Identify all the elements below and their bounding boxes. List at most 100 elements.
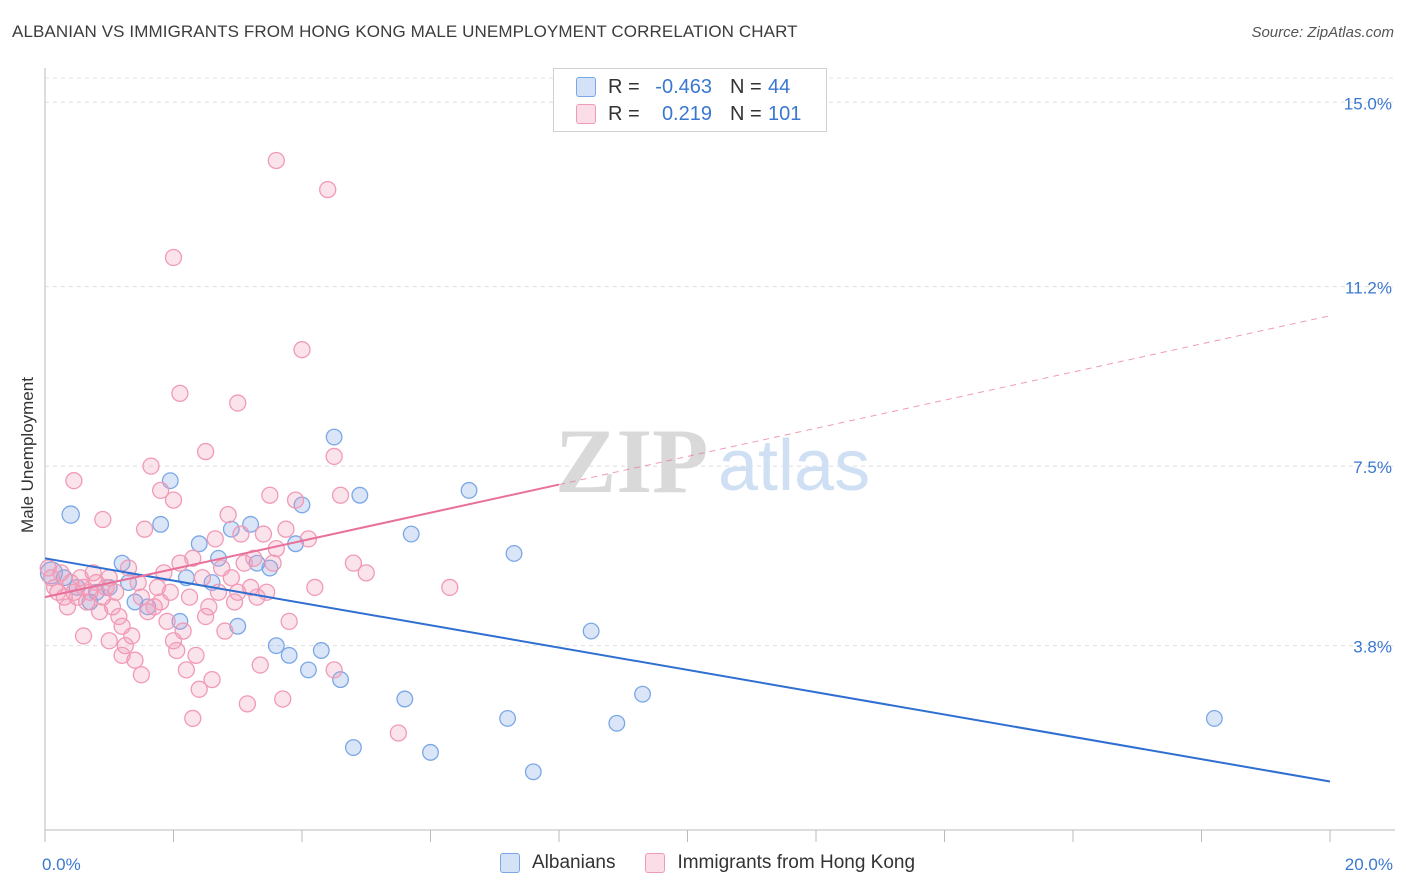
hong-kong-point bbox=[261, 486, 279, 504]
hong-kong-point bbox=[280, 612, 298, 631]
hong-kong-point bbox=[277, 520, 295, 538]
albanians-point bbox=[280, 646, 298, 664]
albanians-point bbox=[396, 690, 414, 708]
hong-kong-point bbox=[325, 447, 343, 466]
hong-kong-point bbox=[74, 627, 93, 645]
albanians-point bbox=[332, 671, 350, 689]
r-label: R = bbox=[608, 102, 640, 125]
hong-kong-point bbox=[245, 549, 263, 567]
hong-kong-point bbox=[229, 394, 247, 412]
hong-kong-point bbox=[184, 549, 202, 567]
hong-kong-point bbox=[193, 569, 212, 587]
hong-kong-point bbox=[164, 491, 183, 509]
hong-kong-point bbox=[151, 481, 170, 500]
albanians-point bbox=[422, 743, 439, 761]
hong-kong-point bbox=[206, 530, 224, 548]
albanians-legend-label: Albanians bbox=[532, 852, 616, 873]
hong-kong-point bbox=[158, 612, 176, 631]
hong-kong-point bbox=[42, 569, 61, 587]
hong-kong-point bbox=[331, 486, 350, 504]
albanians-trend-line bbox=[44, 557, 1331, 783]
hong-kong-point bbox=[235, 554, 253, 572]
hong-kong-point bbox=[222, 569, 240, 587]
albanians-point bbox=[582, 622, 600, 640]
y-tick-label: 7.5% bbox=[1353, 458, 1392, 477]
legend-row-hong-kong: R = 0.219 N = 101 bbox=[576, 101, 808, 127]
hong-kong-swatch bbox=[576, 104, 596, 124]
hong-kong-point bbox=[319, 180, 337, 199]
hong-kong-point bbox=[113, 646, 131, 664]
y-tick-label: 11.2% bbox=[1345, 279, 1392, 298]
albanians-point bbox=[190, 535, 208, 553]
hong-kong-point bbox=[132, 666, 151, 684]
hong-kong-point bbox=[203, 670, 221, 689]
hong-kong-point bbox=[241, 578, 260, 597]
hong-kong-point bbox=[168, 641, 186, 660]
watermark-zip: ZIP bbox=[555, 410, 708, 512]
hong-kong-point bbox=[65, 472, 83, 490]
albanians-point bbox=[152, 515, 170, 533]
x-tick-label: 0.0% bbox=[42, 855, 81, 874]
hong-kong-point bbox=[164, 248, 183, 267]
albanians-point bbox=[505, 545, 523, 562]
hong-kong-point bbox=[196, 607, 215, 626]
x-tick-label: 20.0% bbox=[1345, 855, 1393, 874]
hong-kong-point bbox=[90, 603, 109, 621]
albanians-point bbox=[229, 617, 247, 635]
hong-kong-point bbox=[110, 607, 128, 626]
albanians-point bbox=[344, 739, 362, 756]
albanians-point bbox=[402, 525, 420, 543]
legend-item-hong-kong[interactable]: Immigrants from Hong Kong bbox=[645, 852, 915, 874]
y-tick-label: 3.8% bbox=[1353, 638, 1392, 657]
hong-kong-point bbox=[264, 554, 282, 572]
hong-kong-point bbox=[39, 559, 57, 577]
hong-kong-point bbox=[325, 661, 343, 679]
hong-kong-point bbox=[306, 578, 324, 597]
hong-kong-point bbox=[225, 593, 244, 611]
series-legend: Albanians Immigrants from Hong Kong bbox=[500, 852, 945, 874]
hong-kong-point bbox=[293, 341, 311, 359]
hong-kong-point bbox=[116, 636, 134, 655]
hong-kong-point bbox=[389, 724, 408, 742]
hong-kong-point bbox=[135, 520, 154, 538]
n-value: 101 bbox=[768, 102, 802, 125]
hong-kong-point bbox=[100, 632, 118, 650]
hong-kong-point bbox=[286, 491, 305, 509]
hong-kong-point bbox=[180, 588, 199, 606]
r-label: R = bbox=[608, 75, 640, 98]
hong-kong-point bbox=[251, 656, 269, 674]
hong-kong-point bbox=[78, 593, 96, 611]
hong-kong-point bbox=[267, 151, 285, 170]
y-tick-label: 15.0% bbox=[1344, 94, 1392, 113]
hong-kong-point bbox=[274, 690, 292, 708]
hong-kong-point bbox=[357, 564, 375, 582]
albanians-point bbox=[261, 559, 279, 577]
n-value: 44 bbox=[768, 75, 791, 98]
hong-kong-legend-swatch bbox=[645, 853, 666, 873]
hong-kong-point bbox=[238, 695, 257, 713]
albanians-point bbox=[634, 685, 651, 703]
hong-kong-point bbox=[103, 598, 122, 616]
legend-row-albanians: R = -0.463 N = 44 bbox=[576, 74, 808, 100]
hong-kong-point bbox=[187, 646, 205, 664]
albanians-point bbox=[460, 481, 478, 499]
albanians-point bbox=[312, 642, 330, 659]
source-label: Source: ZipAtlas.com bbox=[1251, 24, 1394, 41]
hong-kong-point bbox=[84, 564, 102, 582]
albanians-swatch bbox=[576, 77, 596, 97]
legend-item-albanians[interactable]: Albanians bbox=[500, 852, 615, 874]
albanians-point bbox=[499, 709, 517, 727]
albanians-point bbox=[171, 612, 189, 630]
hong-kong-point bbox=[123, 627, 141, 645]
albanians-point bbox=[524, 763, 542, 781]
hong-kong-point bbox=[126, 651, 144, 669]
n-label: N = bbox=[730, 102, 762, 125]
albanians-point bbox=[1205, 709, 1223, 727]
r-value: -0.463 bbox=[655, 75, 712, 98]
hong-kong-point bbox=[200, 598, 218, 616]
hong-kong-point bbox=[171, 384, 189, 403]
hong-kong-point bbox=[174, 622, 192, 640]
hong-kong-point bbox=[148, 578, 167, 597]
albanians-point bbox=[267, 637, 285, 655]
